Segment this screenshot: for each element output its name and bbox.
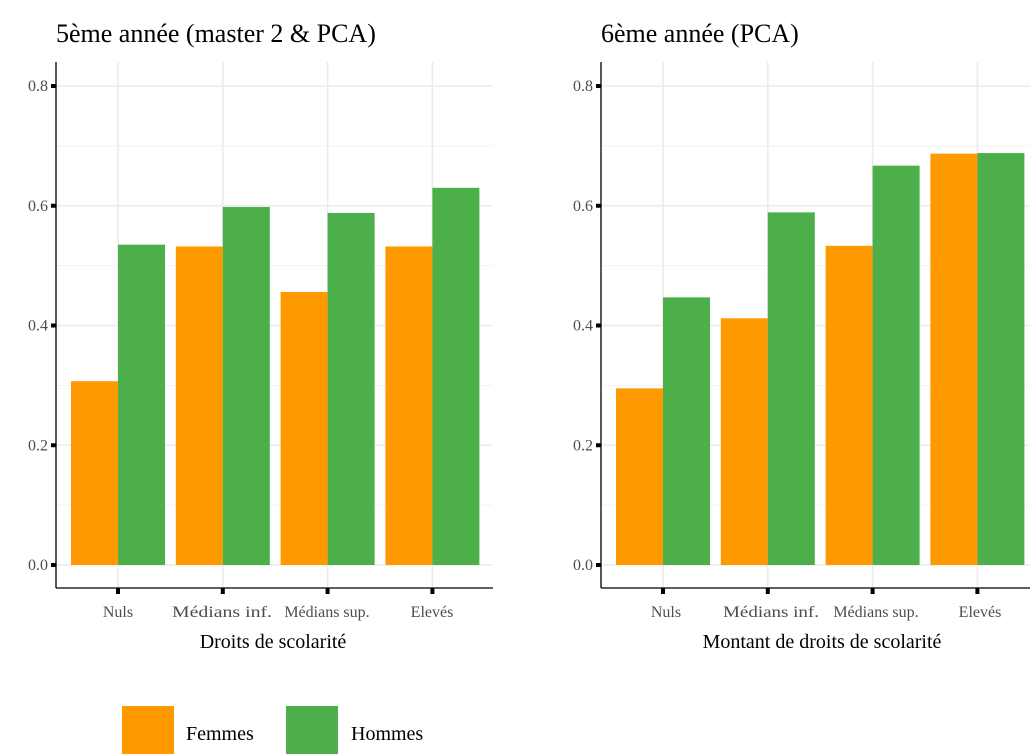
bar-hommes-4 xyxy=(977,153,1025,565)
y-tick-label: 0.4 xyxy=(28,318,48,335)
y-tick-label: 0.2 xyxy=(28,437,48,454)
chart-title: 5ème année (master 2 & PCA) xyxy=(56,19,376,48)
bar-femmes-4 xyxy=(385,246,433,565)
y-tick-label: 0.2 xyxy=(573,437,593,454)
bar-hommes-3 xyxy=(872,165,920,566)
bar-hommes-4 xyxy=(432,187,480,565)
x-tick-label: Elevés xyxy=(411,604,454,621)
x-tick-label: Médians sup. xyxy=(284,604,369,621)
x-tick-label: Elevés xyxy=(959,604,1002,621)
bar-femmes-2 xyxy=(720,318,768,565)
y-tick-label: 0.8 xyxy=(28,78,48,95)
y-tick-label: 0.0 xyxy=(28,557,48,574)
chart-panel-2: 0.0 0.2 0.4 0.6 0.8 Nuls Médians inf. Médians s… xyxy=(573,19,1030,653)
legend-key-hommes xyxy=(286,706,338,754)
bar-femmes-3 xyxy=(280,291,328,565)
chart-title: 6ème année (PCA) xyxy=(601,19,799,48)
x-tick-label: Nuls xyxy=(651,604,681,621)
bar-femmes-1 xyxy=(71,381,118,565)
y-tick-label: 0.4 xyxy=(573,318,593,335)
y-tick-label: 0.6 xyxy=(573,198,593,215)
y-tick-label: 0.6 xyxy=(28,198,48,215)
bar-femmes-2 xyxy=(175,246,223,565)
x-axis-title: Droits de scolarité xyxy=(200,631,347,653)
bar-hommes-2 xyxy=(222,206,270,565)
x-axis-title: Montant de droits de scolarité xyxy=(703,631,942,653)
x-tick-label: Médians inf. xyxy=(172,604,272,621)
bar-hommes-3 xyxy=(327,212,375,565)
bar-femmes-3 xyxy=(825,245,873,565)
bar-femmes-4 xyxy=(930,153,978,565)
bar-hommes-1 xyxy=(118,244,165,565)
legend-label-hommes: Hommes xyxy=(351,723,423,745)
bar-hommes-1 xyxy=(663,297,710,565)
x-tick-label: Médians sup. xyxy=(833,604,918,621)
x-tick-label: Nuls xyxy=(103,604,133,621)
y-tick-label: 0.0 xyxy=(573,557,593,574)
bar-hommes-2 xyxy=(767,212,815,565)
x-tick-label: Médians inf. xyxy=(723,604,819,621)
bar-femmes-1 xyxy=(616,388,663,565)
chart-panel-1: 0.0 0.2 0.4 0.6 0.8 Nuls Médians inf. Médians s… xyxy=(28,19,493,653)
legend: Femmes Hommes xyxy=(122,706,423,754)
legend-label-femmes: Femmes xyxy=(186,723,254,745)
y-tick-label: 0.8 xyxy=(573,78,593,95)
legend-key-femmes xyxy=(122,706,174,754)
